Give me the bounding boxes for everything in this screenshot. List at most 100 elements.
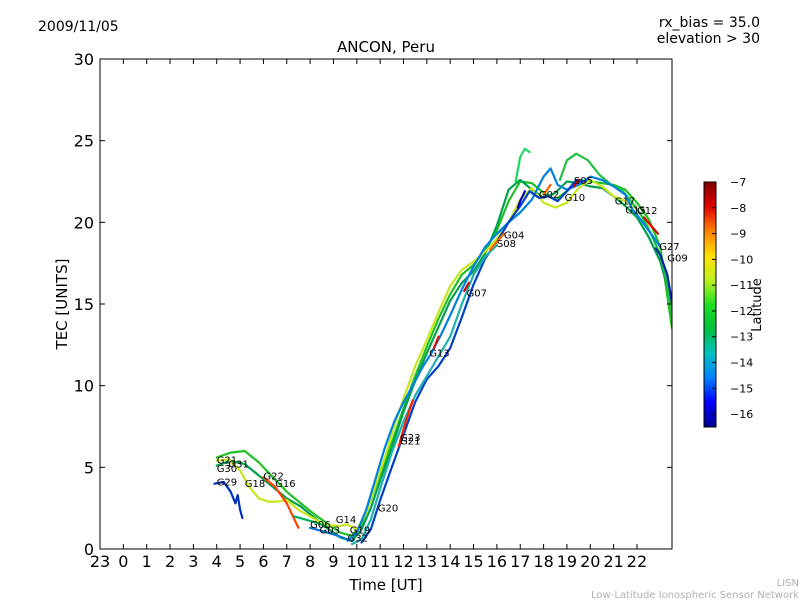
annotation-label-4: G29 xyxy=(217,477,237,488)
colorbar-tick-label: −9 xyxy=(730,228,746,241)
y-tick-label: 0 xyxy=(84,540,94,559)
y-axis-label: TEC [UNITS] xyxy=(53,259,71,351)
y-tick-label: 5 xyxy=(84,458,94,477)
annotation-label-23: G15 xyxy=(625,205,645,216)
annotation-label-13: G23 xyxy=(400,433,420,444)
colorbar-gradient xyxy=(703,181,717,428)
colorbar: −7 −8 −9 −10 −11 −12 −13 −14 −15 −16 Latitude xyxy=(703,176,765,428)
colorbar-label: Latitude xyxy=(750,278,765,332)
colorbar-tick-label: −11 xyxy=(730,279,753,292)
annotation-label-20: G10 xyxy=(565,193,585,204)
x-tick-label: 15 xyxy=(463,552,483,571)
plot-frame xyxy=(99,58,673,550)
series-line-18 xyxy=(463,281,470,292)
series-line-20 xyxy=(572,178,580,188)
elevation-label: elevation > 30 xyxy=(657,31,760,47)
colorbar-tick-label: −7 xyxy=(730,176,746,189)
colorbar-tick-label: −14 xyxy=(730,357,753,370)
annotation-label-6: G16 xyxy=(275,479,295,490)
annotation-label-3: G22 xyxy=(263,472,283,483)
annotation-label-21: S05 xyxy=(574,176,593,187)
colorbar-tick-label: −16 xyxy=(730,408,753,421)
annotation-label-17: G04 xyxy=(504,231,524,242)
series-line-8 xyxy=(654,247,672,304)
x-tick-label: 3 xyxy=(188,552,198,571)
colorbar-tick-label: −12 xyxy=(730,305,753,318)
x-tick-label: 5 xyxy=(235,552,245,571)
annotation-label-15: G13 xyxy=(429,348,449,359)
series-line-14 xyxy=(309,526,354,542)
colorbar-ticks: −7 −8 −9 −10 −11 −12 −13 −14 −15 −16 xyxy=(712,176,753,421)
x-tick-label: 16 xyxy=(487,552,507,571)
x-tick-label: 2 xyxy=(165,552,175,571)
y-tick-label: 15 xyxy=(74,295,94,314)
x-tick-label: 11 xyxy=(370,552,390,571)
series-line-0 xyxy=(215,178,672,537)
annotation-label-10: G19 xyxy=(350,526,370,537)
colorbar-tick-label: −10 xyxy=(730,253,753,266)
annotation-label-1: G31 xyxy=(228,459,248,470)
annotation-label-2: G30 xyxy=(217,464,237,475)
series-line-16 xyxy=(397,399,414,448)
series-line-13 xyxy=(213,480,244,520)
series-line-9 xyxy=(516,190,526,209)
series-line-15 xyxy=(292,515,330,529)
annotation-label-11: G32 xyxy=(348,534,368,545)
x-tick-label: 13 xyxy=(417,552,437,571)
series-layer xyxy=(213,147,672,546)
x-axis-label: Time [UT] xyxy=(348,576,422,594)
annotation-label-5: G18 xyxy=(245,479,265,490)
y-axis: 0 5 10 15 20 25 30 xyxy=(74,50,672,559)
series-line-5 xyxy=(346,167,662,542)
x-tick-label: 17 xyxy=(510,552,530,571)
x-tick-label: 18 xyxy=(533,552,553,571)
series-line-17 xyxy=(432,335,440,350)
series-line-7 xyxy=(351,244,498,546)
y-tick-label: 10 xyxy=(74,377,94,396)
x-tick-label: 4 xyxy=(212,552,222,571)
footer-org-short: LISN xyxy=(777,578,799,589)
x-tick-label: 9 xyxy=(328,552,338,571)
series-line-12 xyxy=(262,476,300,529)
series-line-1 xyxy=(215,178,672,542)
series-line-3 xyxy=(514,147,531,183)
x-tick-label: 1 xyxy=(142,552,152,571)
x-tick-label: 14 xyxy=(440,552,460,571)
annotation-label-7: G14 xyxy=(336,515,356,526)
x-tick-label: 7 xyxy=(282,552,292,571)
y-tick-label: 30 xyxy=(74,50,94,69)
annotation-label-8: G06 xyxy=(310,520,330,531)
annotation-label-22: G17 xyxy=(615,196,635,207)
annotation-label-19: G02 xyxy=(539,190,559,201)
x-tick-label: 10 xyxy=(347,552,367,571)
series-line-10 xyxy=(488,232,505,252)
annotation-label-18: S08 xyxy=(497,239,516,250)
x-tick-label: 22 xyxy=(627,552,647,571)
colorbar-tick-label: −13 xyxy=(730,331,753,344)
x-tick-label: 6 xyxy=(258,552,268,571)
colorbar-tick-label: −8 xyxy=(730,202,746,215)
x-tick-label: 19 xyxy=(557,552,577,571)
annotation-label-14: G21 xyxy=(400,437,420,448)
annotation-label-16: G07 xyxy=(467,289,487,300)
annotation-label-12: G20 xyxy=(378,503,398,514)
x-tick-label: 8 xyxy=(305,552,315,571)
annotation-label-25: G27 xyxy=(659,242,679,253)
rx-bias-label: rx_bias = 35.0 xyxy=(659,15,760,31)
annotation-label-24: G12 xyxy=(637,206,657,217)
x-tick-label: 20 xyxy=(580,552,600,571)
series-line-11 xyxy=(642,216,660,235)
chart-title: ANCON, Peru xyxy=(337,38,435,56)
x-tick-label: 0 xyxy=(118,552,128,571)
footer-org-full: Low-Latitude Ionospheric Sensor Network xyxy=(591,590,799,600)
y-tick-label: 25 xyxy=(74,132,94,151)
annotation-label-26: G09 xyxy=(667,254,687,265)
x-tick-label: 21 xyxy=(603,552,623,571)
annotation-label-9: G03 xyxy=(320,526,340,537)
series-line-6 xyxy=(360,178,587,544)
x-tick-label: 23 xyxy=(90,552,110,571)
date-label: 2009/11/05 xyxy=(38,19,119,35)
